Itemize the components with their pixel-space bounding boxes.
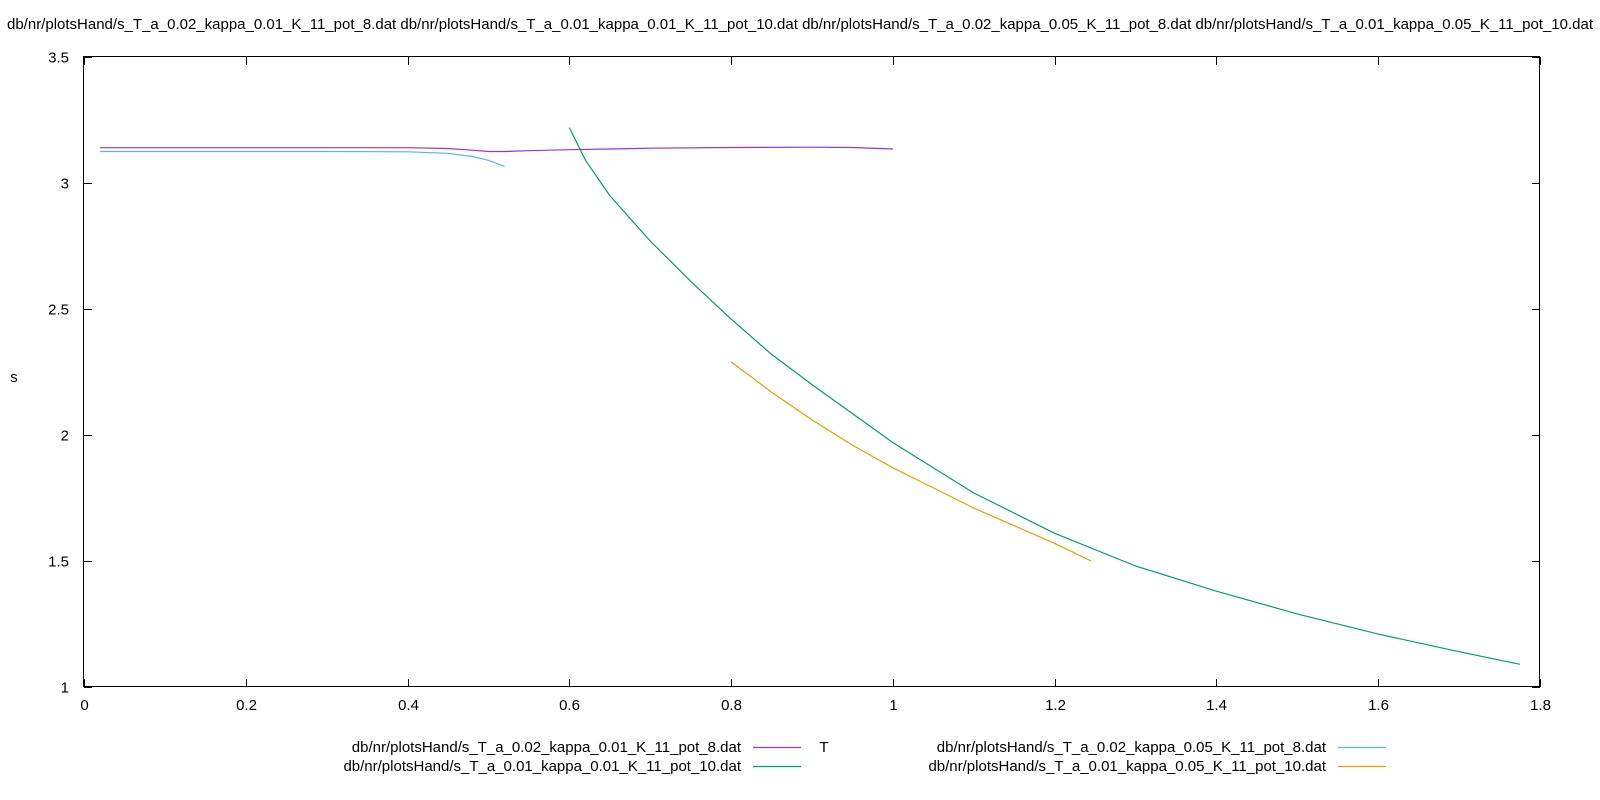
legend-item-1: db/nr/plotsHand/s_T_a_0.02_kappa_0.01_K_… bbox=[352, 739, 801, 756]
y-tick-label: 2 bbox=[61, 428, 69, 445]
chart-title: db/nr/plotsHand/s_T_a_0.02_kappa_0.01_K_… bbox=[7, 16, 1593, 33]
series-lines bbox=[100, 127, 1520, 665]
series-line-2 bbox=[568, 127, 1520, 665]
series-line-3 bbox=[100, 150, 505, 168]
y-tick-label: 1 bbox=[61, 680, 69, 697]
x-tick-label: 1.6 bbox=[1368, 697, 1389, 714]
x-tick-label: 0.6 bbox=[559, 697, 580, 714]
x-axis-label: T bbox=[819, 739, 828, 756]
x-tick-label: 0 bbox=[80, 697, 88, 714]
legend-label: db/nr/plotsHand/s_T_a_0.01_kappa_0.01_K_… bbox=[343, 758, 741, 775]
y-axis-label: s bbox=[10, 369, 18, 386]
y-tick-label: 3.5 bbox=[48, 50, 69, 67]
series-line-4 bbox=[730, 361, 1092, 562]
x-tick-label: 1.2 bbox=[1045, 697, 1066, 714]
legend: db/nr/plotsHand/s_T_a_0.02_kappa_0.01_K_… bbox=[343, 739, 1386, 775]
legend-item-4: db/nr/plotsHand/s_T_a_0.01_kappa_0.05_K_… bbox=[928, 758, 1386, 775]
plot-frame bbox=[83, 56, 1540, 687]
legend-label: db/nr/plotsHand/s_T_a_0.02_kappa_0.05_K_… bbox=[937, 739, 1327, 756]
x-tick-label: 1.8 bbox=[1530, 697, 1551, 714]
series-line-1 bbox=[100, 146, 893, 153]
x-tick-label: 1.4 bbox=[1206, 697, 1227, 714]
x-tick-label: 1 bbox=[889, 697, 897, 714]
x-tick-label: 0.2 bbox=[236, 697, 257, 714]
y-tick-label: 2.5 bbox=[48, 302, 69, 319]
axis-tick-labels: 0 0.2 0.4 0.6 0.8 1 1.2 1.4 1.6 1.8 1 1.5 2 2.5 3 3.5 bbox=[48, 50, 1551, 715]
y-tick-label: 3 bbox=[61, 176, 69, 193]
legend-label: db/nr/plotsHand/s_T_a_0.01_kappa_0.05_K_… bbox=[928, 758, 1326, 775]
legend-item-2: db/nr/plotsHand/s_T_a_0.01_kappa_0.01_K_… bbox=[343, 758, 801, 775]
x-tick-label: 0.8 bbox=[721, 697, 742, 714]
legend-item-3: db/nr/plotsHand/s_T_a_0.02_kappa_0.05_K_… bbox=[937, 739, 1386, 756]
x-tick-label: 0.4 bbox=[398, 697, 419, 714]
y-tick-label: 1.5 bbox=[48, 554, 69, 571]
axis-ticks bbox=[84, 57, 1541, 688]
chart-title-container: db/nr/plotsHand/s_T_a_0.02_kappa_0.01_K_… bbox=[0, 15, 1600, 37]
legend-label: db/nr/plotsHand/s_T_a_0.02_kappa_0.01_K_… bbox=[352, 739, 742, 756]
